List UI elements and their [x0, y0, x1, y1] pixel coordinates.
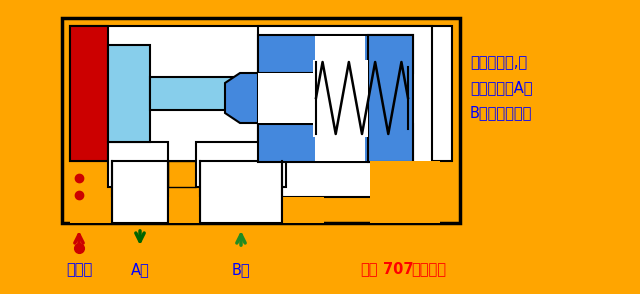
Text: 通控制油时,顶: 通控制油时,顶	[470, 55, 527, 70]
Bar	[282, 197, 324, 223]
Bar	[168, 161, 196, 187]
Text: B口: B口	[232, 262, 250, 277]
Bar	[70, 26, 108, 161]
Bar	[258, 73, 313, 123]
Text: 控制口: 控制口	[66, 262, 92, 277]
Bar	[258, 35, 413, 73]
Bar	[112, 187, 168, 223]
Bar	[70, 26, 452, 161]
Bar	[258, 26, 432, 197]
Bar	[70, 197, 112, 223]
Bar	[168, 197, 200, 223]
Polygon shape	[225, 73, 258, 123]
Bar	[196, 142, 286, 187]
Bar	[315, 36, 365, 60]
Text: 杆右移，则A，: 杆右移，则A，	[470, 80, 532, 95]
Bar	[150, 77, 258, 110]
Text: 剪辑制作: 剪辑制作	[411, 262, 446, 277]
Bar	[112, 161, 168, 223]
Bar	[108, 142, 168, 187]
Text: 化工: 化工	[360, 262, 378, 277]
Bar	[313, 60, 368, 137]
Text: A口: A口	[131, 262, 149, 277]
Bar	[108, 45, 150, 142]
Bar	[200, 161, 282, 223]
Text: 707: 707	[383, 262, 413, 277]
Bar	[315, 137, 365, 161]
Bar	[370, 161, 440, 223]
Bar	[62, 18, 460, 223]
Bar	[258, 124, 413, 162]
Bar	[368, 35, 413, 162]
Text: B油口始终相通: B油口始终相通	[470, 105, 532, 120]
Bar	[200, 187, 282, 223]
